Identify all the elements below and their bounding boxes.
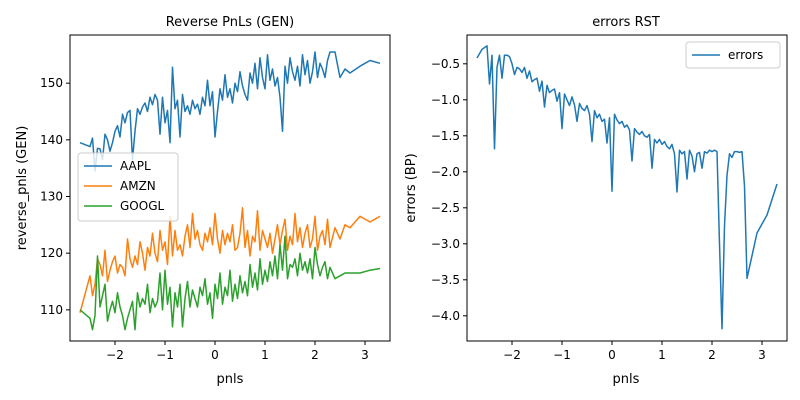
y-tick-label: −3.0 [431, 237, 460, 251]
series-line-errors [476, 45, 778, 330]
chart-title: Reverse PnLs (GEN) [166, 15, 295, 30]
y-axis-label: reverse_pnls (GEN) [15, 126, 30, 251]
y-tick-label: −3.5 [431, 273, 460, 287]
y-tick-label: 130 [40, 190, 63, 204]
subplot-errors: errors RST −2 −1 0 1 2 3 −4.0 −3.5 −3.0 −2.5 −2.0… [404, 15, 788, 387]
series-line-googl [79, 235, 381, 331]
legend: AAPL AMZN GOOGL [77, 152, 179, 222]
y-tick-label: 150 [40, 76, 63, 90]
series-line-amzn [79, 207, 381, 313]
legend-box [685, 41, 781, 69]
y-axis-ticks: −4.0 −3.5 −3.0 −2.5 −2.0 −1.5 −1.0 −0.5 [431, 57, 467, 323]
chart-title: errors RST [592, 15, 660, 30]
plot-area [476, 45, 778, 330]
y-tick-label: −2.0 [431, 165, 460, 179]
x-tick-label: −1 [156, 348, 174, 362]
y-axis-ticks: 110 120 130 140 150 [40, 76, 70, 317]
axes-frame [466, 34, 788, 342]
y-tick-label: 140 [40, 133, 63, 147]
x-tick-label: 1 [261, 348, 269, 362]
x-tick-label: −2 [106, 348, 124, 362]
x-tick-label: −1 [553, 348, 571, 362]
x-tick-label: 0 [608, 348, 616, 362]
series-line-aapl [79, 51, 381, 172]
y-tick-label: −1.5 [431, 129, 460, 143]
plot-area [79, 51, 381, 331]
legend-label-aapl: AAPL [120, 159, 151, 173]
x-tick-label: 3 [758, 348, 766, 362]
subplot-reverse-pnls: Reverse PnLs (GEN) −2 −1 0 1 2 3 110 120 130 140… [15, 15, 391, 387]
y-tick-label: 120 [40, 246, 63, 260]
x-axis-label: pnls [217, 372, 244, 387]
x-tick-label: 1 [658, 348, 666, 362]
y-tick-label: −1.0 [431, 93, 460, 107]
x-axis-label: pnls [613, 372, 640, 387]
legend-label-amzn: AMZN [120, 179, 156, 193]
x-tick-label: 0 [211, 348, 219, 362]
x-tick-label: 3 [361, 348, 369, 362]
y-axis-label: errors (BP) [404, 153, 419, 222]
y-tick-label: −2.5 [431, 201, 460, 215]
legend-label-googl: GOOGL [120, 199, 164, 213]
y-tick-label: −0.5 [431, 57, 460, 71]
legend-box [77, 152, 179, 222]
legend: errors [685, 41, 781, 69]
x-tick-label: 2 [708, 348, 716, 362]
x-axis-ticks: −2 −1 0 1 2 3 [503, 341, 766, 362]
y-tick-label: −4.0 [431, 309, 460, 323]
x-axis-ticks: −2 −1 0 1 2 3 [106, 341, 369, 362]
x-tick-label: 2 [311, 348, 319, 362]
legend-label-errors: errors [728, 48, 763, 62]
x-tick-label: −2 [503, 348, 521, 362]
axes-frame [69, 34, 391, 342]
y-tick-label: 110 [40, 303, 63, 317]
